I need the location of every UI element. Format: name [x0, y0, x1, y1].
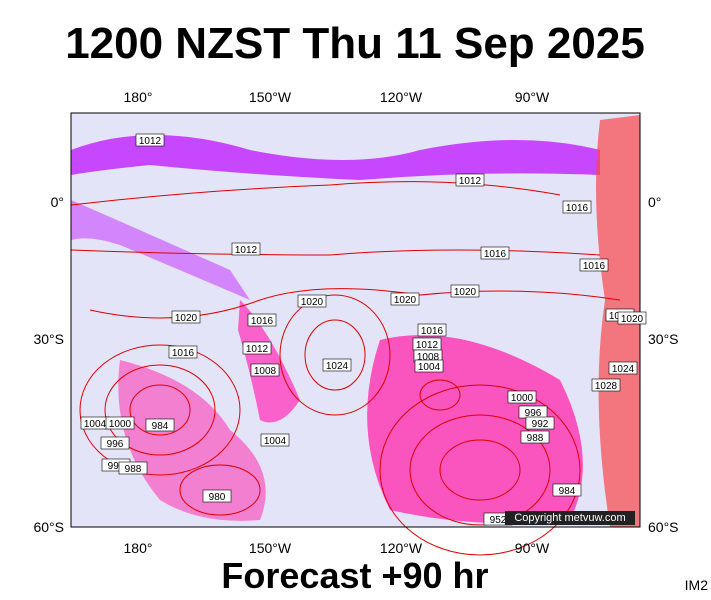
isobar-label: 1004: [418, 362, 441, 373]
isobar-label-box: [260, 433, 290, 447]
isobar-label: 984: [559, 486, 576, 497]
axes: 180° 180° 150°W 150°W 120°W 120°W 90°W 90°W 0° 0°…: [33, 89, 678, 556]
isobar-label-box: [579, 258, 609, 272]
isobar-label-box: [591, 378, 621, 392]
isobar-label: 1012: [139, 136, 162, 147]
isobar-label-box: [168, 345, 198, 359]
isobar-label: 1012: [416, 340, 439, 351]
isobar-label: 1024: [326, 361, 349, 372]
isobar-label: 1020: [621, 314, 644, 325]
lat-label-left: 60°S: [33, 519, 64, 535]
isobar-label: 1000: [511, 393, 534, 404]
isobar-label-box: [242, 341, 272, 355]
lon-label-top: 180°: [124, 89, 153, 105]
isobar-label: 1016: [566, 203, 589, 214]
lon-label-bottom: 180°: [124, 540, 153, 556]
isobar-label: 1016: [421, 326, 444, 337]
isobar-label: 992: [532, 419, 549, 430]
isobar-label-box: [480, 246, 510, 260]
copyright: Copyright metvuw.com: [514, 512, 625, 524]
isobar-label: 1020: [454, 287, 477, 298]
isobar-label: 1020: [301, 297, 324, 308]
lon-label-top: 150°W: [249, 89, 292, 105]
isobar-labels: 1012 1012 1016 1012 1016 1016 1020 1020 1020 1020…: [80, 133, 647, 526]
isobar-label-box: [455, 173, 485, 187]
lon-label-bottom: 150°W: [249, 540, 292, 556]
isobar-label-box: [250, 363, 280, 377]
isobar-label: 1012: [235, 245, 258, 256]
isobar-label-box: [525, 416, 555, 430]
isobar-label: 1004: [84, 419, 107, 430]
isobar-label: 984: [152, 421, 169, 432]
lat-label-right: 30°S: [648, 331, 679, 347]
isobar-label-box: [417, 323, 447, 337]
isobar-label: 996: [525, 408, 542, 419]
isobar-label-box: [562, 200, 592, 214]
isobar-label-box: [520, 430, 550, 444]
lat-label-right: 60°S: [648, 519, 679, 535]
isobar-label-box: [414, 359, 444, 373]
isobar-label-box: [105, 416, 135, 430]
lat-label-right: 0°: [648, 194, 661, 210]
forecast-label: Forecast +90 hr: [221, 555, 488, 596]
isobar-label-box: [297, 294, 327, 308]
map: 1012 1012 1016 1012 1016 1016 1020 1020 1020 1020…: [70, 112, 647, 556]
isobar-label-box: [552, 483, 582, 497]
isobar-label: 988: [527, 433, 544, 444]
isobar-label: 1016: [484, 249, 507, 260]
lon-label-bottom: 120°W: [380, 540, 423, 556]
isobar-label: 1016: [172, 348, 195, 359]
image-id: IM2: [685, 577, 709, 593]
isobar-label-box: [450, 284, 480, 298]
isobar-label-box: [135, 133, 165, 147]
isobar-label: 1024: [612, 364, 635, 375]
rain-areas: [71, 115, 640, 527]
isobar-label: 952: [490, 515, 507, 526]
isobar-label: 1028: [595, 381, 618, 392]
isobar-label: 1020: [394, 295, 417, 306]
isobar-label: 980: [209, 492, 226, 503]
isobar-label-box: [202, 489, 232, 503]
title: 1200 NZST Thu 11 Sep 2025: [65, 19, 645, 68]
lon-label-top: 90°W: [515, 89, 550, 105]
isobar-label-box: [617, 311, 647, 325]
isobar-label-box: [322, 358, 352, 372]
isobar-label-box: [608, 361, 638, 375]
isobar-label-box: [247, 313, 277, 327]
isobar-label: 1008: [254, 366, 277, 377]
lat-label-left: 0°: [51, 194, 64, 210]
isobar-label-box: [231, 242, 261, 256]
isobar-label: 992: [108, 461, 125, 472]
isobar-label: 1000: [109, 419, 132, 430]
isobar-label: 1016: [251, 316, 274, 327]
isobar-label-box: [507, 390, 537, 404]
lon-label-top: 120°W: [380, 89, 423, 105]
lat-label-left: 30°S: [33, 331, 64, 347]
isobar-label-box: [145, 418, 175, 432]
isobar-label: 1016: [583, 261, 606, 272]
isobar-label: 1012: [459, 176, 482, 187]
isobar-label: 996: [107, 439, 124, 450]
isobar-label-box: [390, 292, 420, 306]
isobar-label-box: [171, 310, 201, 324]
lon-label-bottom: 90°W: [515, 540, 550, 556]
isobar-label: 1020: [175, 313, 198, 324]
isobar-label: 1008: [417, 352, 440, 363]
isobar-label: 1012: [246, 344, 269, 355]
copyright-box: [505, 511, 635, 525]
isobar-label-box: [118, 461, 148, 475]
isobar-label-box: [100, 436, 130, 450]
isobar-label: 1004: [264, 436, 287, 447]
isobar-label: 988: [125, 464, 142, 475]
